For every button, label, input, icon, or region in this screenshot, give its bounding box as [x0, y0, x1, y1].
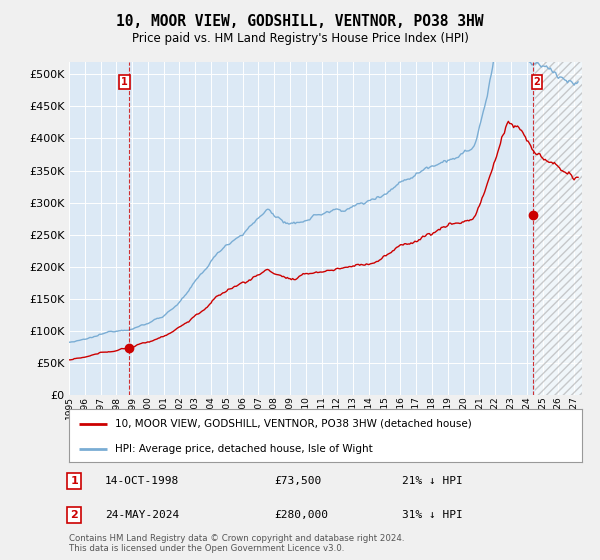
Text: 10, MOOR VIEW, GODSHILL, VENTNOR, PO38 3HW (detached house): 10, MOOR VIEW, GODSHILL, VENTNOR, PO38 3…	[115, 419, 472, 429]
Text: £73,500: £73,500	[274, 476, 322, 486]
Text: Contains HM Land Registry data © Crown copyright and database right 2024.
This d: Contains HM Land Registry data © Crown c…	[69, 534, 404, 553]
Text: 2: 2	[533, 77, 541, 87]
Text: HPI: Average price, detached house, Isle of Wight: HPI: Average price, detached house, Isle…	[115, 444, 373, 454]
Text: 14-OCT-1998: 14-OCT-1998	[105, 476, 179, 486]
Text: £280,000: £280,000	[274, 510, 328, 520]
Text: 10, MOOR VIEW, GODSHILL, VENTNOR, PO38 3HW: 10, MOOR VIEW, GODSHILL, VENTNOR, PO38 3…	[116, 14, 484, 29]
Text: 21% ↓ HPI: 21% ↓ HPI	[403, 476, 463, 486]
Text: Price paid vs. HM Land Registry's House Price Index (HPI): Price paid vs. HM Land Registry's House …	[131, 32, 469, 45]
Text: 31% ↓ HPI: 31% ↓ HPI	[403, 510, 463, 520]
Text: 1: 1	[70, 476, 78, 486]
Text: 1: 1	[121, 77, 128, 87]
Text: 2: 2	[70, 510, 78, 520]
Bar	[535, 62, 582, 395]
Text: 24-MAY-2024: 24-MAY-2024	[105, 510, 179, 520]
